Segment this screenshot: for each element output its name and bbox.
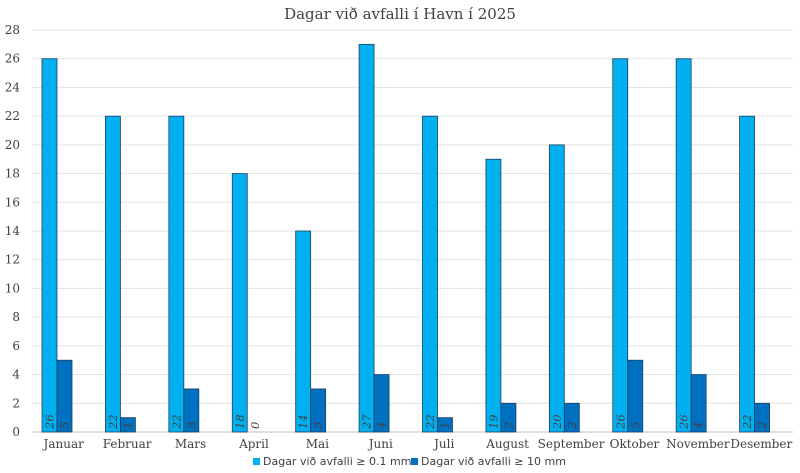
bar-series1: [168, 115, 185, 433]
y-tick-label: 16: [5, 195, 20, 209]
y-tick-label: 14: [5, 224, 21, 238]
y-tick-label: 6: [12, 339, 20, 353]
x-tick-label: August: [485, 437, 529, 451]
data-label: 1: [121, 422, 135, 429]
data-label: 26: [677, 414, 691, 430]
legend-swatch: [411, 458, 418, 465]
legend: Dagar við avfalli ≥ 0.1 mm Dagar við avfa…: [253, 455, 566, 468]
bar-series2: [437, 417, 453, 433]
bar-series2: [310, 388, 327, 433]
bar-series2: [373, 374, 390, 433]
bar-series2: [627, 359, 644, 433]
bar-series1: [485, 158, 502, 433]
data-label: 27: [360, 414, 374, 430]
bar-series1: [105, 115, 121, 433]
data-label: 14: [296, 414, 310, 429]
data-labels: 26 5 22 1 22 3 18 0 14 3 27 4 22 1 19 2 20 2 26 5 26 4 22 2: [43, 414, 770, 430]
x-tick-label: Februar: [103, 437, 152, 451]
x-tick-label: November: [666, 437, 730, 451]
x-axis-ticks: Januar Februar Mars April Mai Juni Juli August S…: [42, 437, 793, 451]
data-label: 20: [550, 414, 564, 430]
bar-series1: [41, 58, 58, 433]
data-label: 1: [438, 422, 452, 429]
legend-label: Dagar við avfalli ≥ 10 mm: [421, 455, 566, 468]
data-label: 5: [628, 422, 642, 429]
y-tick-label: 10: [5, 281, 20, 295]
data-label: 3: [184, 422, 198, 429]
y-tick-label: 2: [12, 396, 20, 410]
data-label: 2: [501, 422, 515, 430]
data-label: 5: [58, 422, 72, 429]
data-label: 18: [233, 414, 247, 429]
data-label: 2: [755, 422, 769, 430]
x-tick-label: Mai: [306, 437, 329, 451]
bar-series2: [183, 388, 200, 433]
bar-series1: [548, 144, 565, 433]
y-tick-label: 18: [5, 167, 20, 181]
x-tick-label: Januar: [42, 437, 85, 451]
chart-title: Dagar við avfalli í Havn í 2025: [284, 5, 516, 23]
data-label: 0: [248, 422, 262, 429]
data-label: 3: [311, 422, 325, 429]
y-tick-label: 4: [12, 368, 20, 382]
data-label: 26: [613, 414, 627, 430]
bar-series2: [120, 417, 136, 433]
data-label: 19: [486, 414, 500, 429]
y-tick-label: 20: [5, 138, 20, 152]
bar-series1: [739, 115, 755, 433]
data-label: 26: [43, 414, 57, 430]
y-tick-label: 12: [5, 253, 20, 267]
x-tick-label: April: [238, 437, 269, 451]
x-tick-label: Juni: [367, 437, 393, 451]
x-tick-label: Juli: [432, 437, 454, 451]
data-label: 4: [692, 422, 706, 430]
bar-series1: [295, 230, 312, 433]
y-tick-label: 22: [5, 109, 20, 123]
bar-series1: [231, 173, 248, 433]
bar-series2: [690, 374, 707, 433]
data-label: 22: [106, 414, 120, 430]
bar-series1: [422, 115, 438, 433]
bars: [41, 43, 770, 433]
y-tick-label: 8: [12, 310, 20, 324]
y-tick-label: 24: [5, 80, 21, 94]
x-tick-label: Oktober: [610, 437, 660, 451]
bar-series1: [675, 58, 692, 433]
x-tick-label: September: [538, 437, 605, 451]
y-tick-label: 0: [12, 425, 20, 439]
x-tick-label: Desember: [730, 437, 792, 451]
bar-series2: [563, 402, 580, 433]
legend-label: Dagar við avfalli ≥ 0.1 mm: [263, 455, 411, 468]
bar-series1: [612, 58, 629, 433]
data-label: 22: [740, 414, 754, 430]
bar-series1: [358, 43, 375, 433]
y-tick-label: 26: [5, 52, 20, 66]
legend-swatch: [253, 458, 260, 465]
y-tick-label: 28: [5, 23, 20, 37]
data-label: 4: [375, 422, 389, 430]
bar-series2: [754, 402, 770, 433]
data-label: 2: [565, 422, 579, 430]
gridlines: [32, 29, 793, 433]
data-label: 22: [423, 414, 437, 430]
x-tick-label: Mars: [175, 437, 206, 451]
bar-series2: [56, 359, 73, 433]
data-label: 22: [169, 414, 183, 430]
bar-series2: [500, 402, 517, 433]
